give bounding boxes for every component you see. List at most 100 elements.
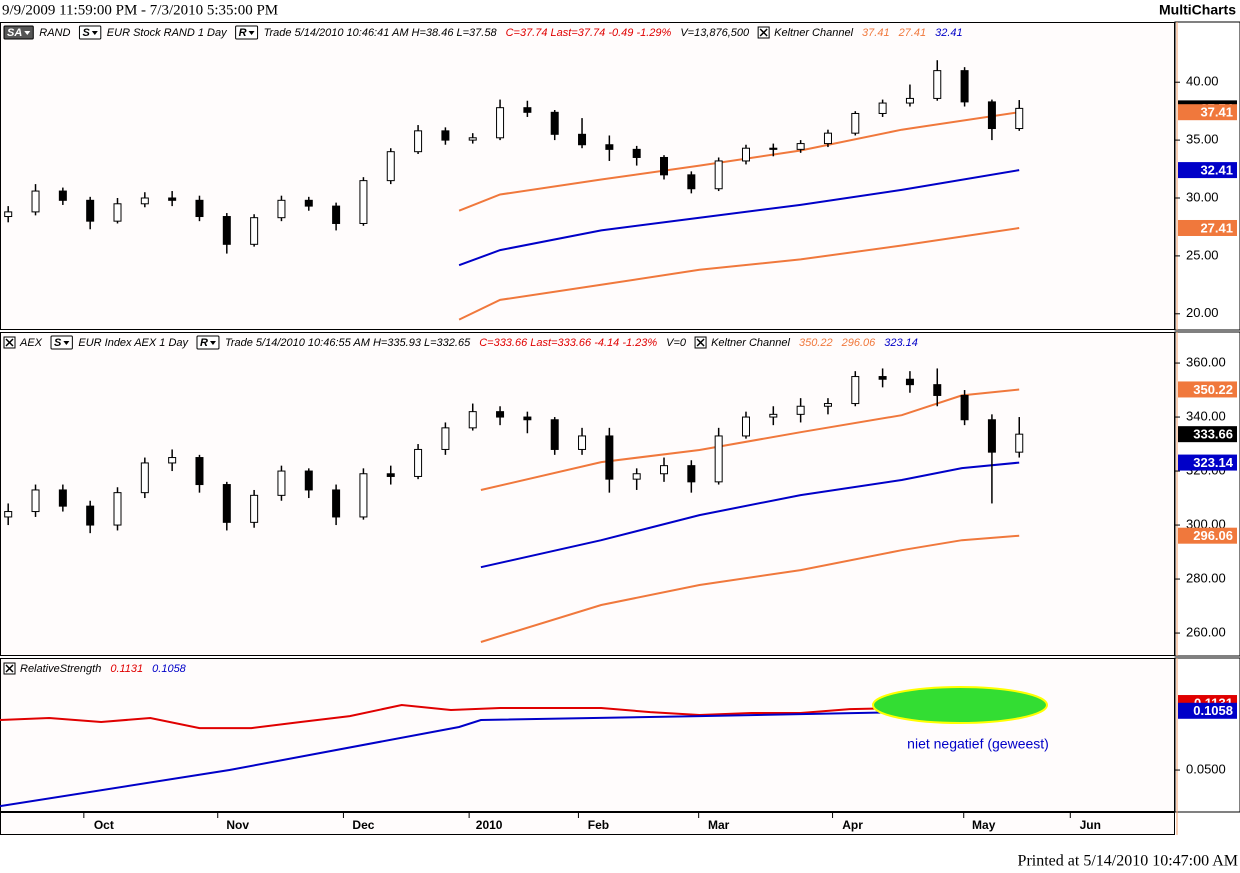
- x-tick-label: Oct: [94, 818, 114, 832]
- x-tick-label: Nov: [226, 818, 249, 832]
- candle-body: [304, 470, 313, 491]
- last-value-label: 37.41: [1200, 105, 1233, 120]
- candle-body: [496, 411, 505, 418]
- indicator-line: [480, 461, 1020, 569]
- candle-body: [523, 107, 532, 113]
- candle-body: [414, 448, 423, 477]
- candle-body: [359, 180, 368, 224]
- candle-body: [687, 465, 696, 483]
- candle-body: [741, 147, 750, 162]
- candle-body: [195, 457, 204, 486]
- candle-body: [468, 411, 477, 429]
- candle-body: [31, 489, 40, 513]
- legend-text: R: [239, 27, 247, 39]
- candle-body: [823, 132, 832, 145]
- y-tick-label: 20.00: [1186, 305, 1219, 320]
- last-value-label: 350.22: [1193, 382, 1233, 397]
- candle-body: [605, 144, 614, 150]
- legend-text: C=333.66 Last=333.66 -4.14 -1.23%: [479, 337, 657, 349]
- candle-body: [605, 435, 614, 480]
- x-tick-label: Apr: [842, 818, 863, 832]
- candle-body: [58, 489, 67, 507]
- candle-body: [960, 394, 969, 421]
- button: [235, 25, 259, 40]
- candle-body: [878, 376, 887, 380]
- legend-text: EUR Stock RAND 1 Day: [107, 27, 228, 39]
- legend-text: 27.41: [898, 27, 927, 39]
- legend-text: 32.41: [935, 27, 963, 39]
- plot-area: [0, 332, 1175, 656]
- last-value-badge: [1178, 426, 1237, 443]
- price-axis: [1174, 331, 1240, 657]
- x-tick-label: May: [972, 818, 996, 832]
- annotation: niet negatief (geweest): [907, 736, 1049, 752]
- candle-body: [31, 190, 40, 213]
- footer: Printed at 5/14/2010 10:47:00 AM: [1018, 853, 1238, 870]
- candle-body: [386, 473, 395, 477]
- x-tick-label: 2010: [476, 818, 503, 832]
- candle-body: [741, 416, 750, 437]
- legend-text: 0.1058: [152, 663, 187, 675]
- legend-text: S: [54, 337, 62, 349]
- candle-body: [140, 462, 149, 494]
- last-value-badge: [1178, 702, 1237, 719]
- candle-body: [86, 505, 95, 526]
- candle-body: [660, 465, 669, 475]
- candle-body: [769, 147, 778, 150]
- candle-body: [195, 199, 204, 218]
- legend-text: 323.14: [884, 337, 918, 349]
- candle-body: [905, 378, 914, 386]
- candle-body: [905, 97, 914, 104]
- candle-body: [550, 111, 559, 135]
- legend-text: AEX: [19, 337, 43, 349]
- indicator-line: [458, 169, 1020, 267]
- candle-body: [496, 107, 505, 139]
- legend-text: 0.1131: [110, 663, 143, 675]
- legend-text: EUR Index AEX 1 Day: [78, 337, 189, 349]
- date-range: 9/9/2009 11:59:00 PM - 7/3/2010 5:35:00 …: [2, 2, 278, 18]
- candle-body: [58, 190, 67, 201]
- candle-body: [933, 70, 942, 99]
- candle-body: [168, 197, 177, 201]
- indicator-line: [480, 534, 1020, 643]
- plot-area: [0, 22, 1175, 330]
- last-value-label: 333.66: [1193, 427, 1233, 442]
- legend-text: V=0: [666, 337, 687, 349]
- button: [78, 25, 102, 40]
- candle-body: [222, 484, 231, 523]
- candle-body: [4, 211, 13, 218]
- legend-text: 296.06: [841, 337, 877, 349]
- candle-body: [468, 137, 477, 141]
- candle-body: [1015, 107, 1024, 130]
- candle-body: [714, 160, 723, 190]
- last-value-label: 296.06: [1193, 528, 1233, 543]
- candle-body: [168, 457, 177, 464]
- candle-body: [332, 205, 341, 224]
- candle-body: [796, 143, 805, 150]
- legend-text: SA: [7, 27, 22, 39]
- candle-body: [113, 203, 122, 222]
- panels: 20.0025.0030.0035.0040.0037.7437.4132.41…: [0, 21, 1240, 835]
- candle-body: [987, 419, 996, 453]
- price-axis: [1174, 657, 1240, 813]
- candle-body: [441, 427, 450, 450]
- last-value-label: 27.41: [1200, 220, 1233, 235]
- legend-text: Trade 5/14/2010 10:46:55 AM H=335.93 L=3…: [225, 337, 471, 349]
- y-tick-label: 0.0500: [1186, 761, 1226, 776]
- y-tick-label: 40.00: [1186, 74, 1219, 89]
- dropdown-arrow: [91, 31, 98, 35]
- candle-body: [1015, 433, 1024, 453]
- checkbox-mark: [759, 28, 768, 37]
- checkbox-mark: [5, 664, 14, 673]
- candle-body: [441, 130, 450, 141]
- last-value-label: 0.1058: [1193, 703, 1233, 718]
- dropdown-arrow: [24, 31, 31, 35]
- candle-body: [550, 419, 559, 450]
- candle-body: [250, 494, 259, 523]
- indicator-line: [458, 111, 1020, 212]
- candle-body: [933, 384, 942, 396]
- candle-body: [277, 199, 286, 219]
- button: [50, 335, 73, 350]
- last-value-label: 32.41: [1200, 163, 1233, 178]
- candle-body: [4, 511, 13, 518]
